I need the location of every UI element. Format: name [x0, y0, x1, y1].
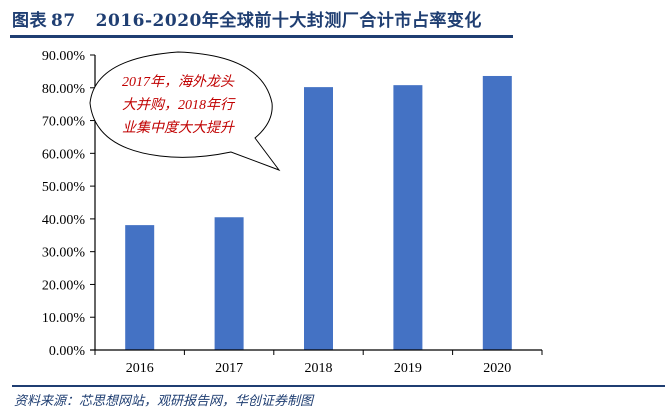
speech-bubble-shape — [89, 51, 281, 172]
y-tick-label: 10.00% — [42, 311, 86, 326]
y-tick-label: 80.00% — [42, 82, 86, 97]
x-tick-label: 2017 — [215, 361, 243, 376]
bar-2016 — [125, 225, 155, 350]
bar-series — [125, 75, 512, 351]
source-divider — [12, 385, 665, 387]
bar-2018 — [304, 87, 333, 350]
bar-2017 — [214, 217, 244, 350]
y-tick-label: 40.00% — [42, 213, 86, 228]
bar-2019 — [393, 85, 423, 351]
y-tick-label: 90.00% — [42, 49, 86, 64]
y-tick-label: 50.00% — [42, 180, 86, 195]
figure-title-text: 2016-2020年全球前十大封测厂合计市占率变化 — [95, 11, 482, 31]
y-axis: 0.00% 10.00% 20.00% 30.00% 40.00% 50.00% 60.00… — [42, 49, 96, 359]
figure-label: 图表 — [12, 11, 47, 31]
x-tick-label: 2018 — [305, 361, 333, 376]
bar-2020 — [482, 75, 512, 350]
figure-title: 图表 87 2016-2020年全球前十大封测厂合计市占率变化 — [12, 6, 482, 31]
y-tick-label: 20.00% — [42, 278, 86, 293]
figure-number: 87 — [51, 11, 76, 31]
x-tick-label: 2019 — [394, 361, 422, 376]
y-tick-label: 30.00% — [42, 246, 86, 261]
title-divider — [10, 35, 513, 38]
bar-chart: 0.00% 10.00% 20.00% 30.00% 40.00% 50.00% 60.00… — [42, 49, 543, 376]
annotation-text: 2017年，海外龙头大并购，2018年行业集中度大大提升 — [122, 74, 236, 136]
y-tick-label: 0.00% — [49, 344, 86, 359]
x-axis: 2016 2017 2018 2019 2020 — [90, 349, 543, 376]
y-tick-label: 70.00% — [42, 115, 86, 130]
x-tick-label: 2020 — [483, 361, 511, 376]
x-tick-label: 2016 — [126, 361, 154, 376]
speech-bubble-annotation: 2017年，海外龙头大并购，2018年行业集中度大大提升 — [89, 51, 281, 172]
y-tick-label: 60.00% — [42, 147, 86, 162]
source-note: 资料来源：芯思想网站，观研报告网，华创证券制图 — [14, 394, 314, 409]
